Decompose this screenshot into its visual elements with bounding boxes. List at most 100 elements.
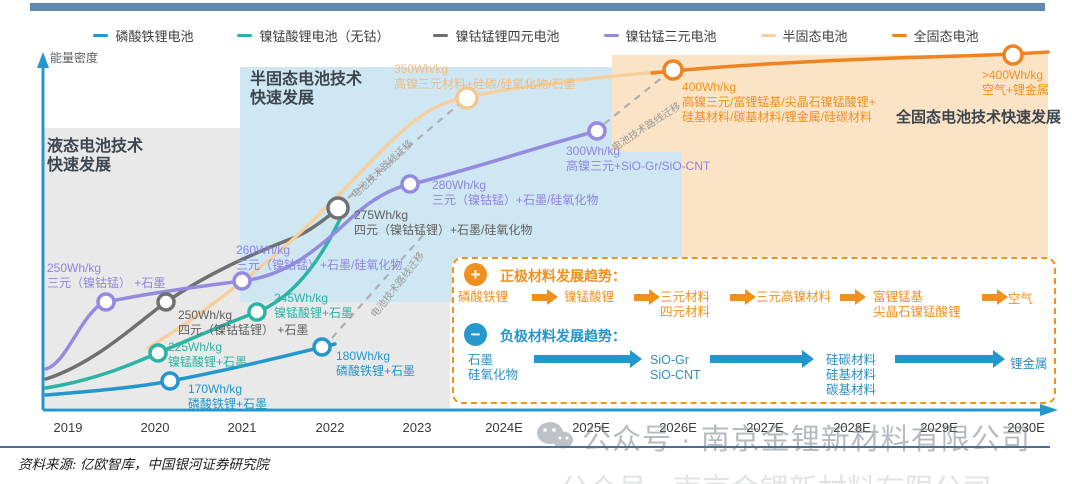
- marker-400plus: [1002, 44, 1024, 66]
- legend-item-lnmo: 镍锰酸锂电池（无钴）: [237, 26, 389, 45]
- point-value: 170Wh/kg: [188, 382, 243, 396]
- x-tick-2030e: 2030E: [1007, 420, 1045, 435]
- y-axis-label: 能量密度: [50, 51, 99, 65]
- marker-350: [455, 86, 479, 110]
- region-title-line: 快速发展: [47, 157, 112, 174]
- point-label-300: 300Wh/kg 高镍三元+SiO-Gr/SiO-CNT: [566, 144, 710, 174]
- point-desc: 四元（镍钴锰锂）+石墨/硅氧化物: [354, 223, 533, 237]
- cathode-step-line: 尖晶石镍锰酸锂: [873, 305, 961, 319]
- x-axis-arrow-icon: [1040, 404, 1058, 416]
- point-label-250-quaternary: 250Wh/kg 四元（镍钴锰锂） +石墨: [178, 308, 308, 338]
- point-label-400plus: >400Wh/kg 空气+锂金属: [982, 68, 1049, 98]
- point-value: 180Wh/kg: [336, 349, 391, 363]
- minus-icon: −: [464, 323, 487, 346]
- legend-label: 镍钴锰三元电池: [625, 29, 717, 44]
- x-tick-2028e: 2028E: [833, 420, 871, 435]
- legend-label: 磷酸铁锂电池: [115, 29, 194, 44]
- arrow-right-icon: [840, 289, 866, 305]
- point-value: 250Wh/kg: [178, 308, 233, 322]
- legend-item-lfp: 磷酸铁锂电池: [93, 26, 193, 45]
- x-tick-2027e: 2027E: [746, 420, 784, 435]
- series-semisolid-line: [146, 70, 660, 350]
- anode-step-sio: SiO-Gr SiO-CNT: [650, 353, 701, 383]
- y-axis-arrow-icon: [37, 52, 49, 68]
- point-label-225: 225Wh/kg 镍锰酸锂+石墨: [168, 340, 247, 370]
- legend-label: 镍钴锰锂四元电池: [455, 29, 560, 44]
- cathode-step-ternary: 三元材料 四元材料: [660, 290, 710, 320]
- watermark-text: 公众号 · 南京金锂新材料有限公司: [582, 424, 1031, 456]
- series-ternary-line: [44, 129, 599, 371]
- anode-step-graphite: 石墨 硅氧化物: [468, 353, 518, 383]
- marker-180: [312, 337, 332, 357]
- point-label-180: 180Wh/kg 磷酸铁锂+石墨: [336, 349, 415, 379]
- marker-300: [587, 121, 607, 141]
- anode-step-silicon-carbon: 硅碳材料 硅基材料 碳基材料: [826, 353, 876, 398]
- wechat-icon: [537, 422, 573, 449]
- point-value: 400Wh/kg: [682, 80, 737, 94]
- x-tick-2021: 2021: [227, 420, 257, 435]
- region-title-line: 半固态电池技术: [250, 71, 363, 88]
- anode-step-line: SiO-Gr: [650, 353, 689, 367]
- marker-245: [247, 302, 267, 322]
- legend-item-quaternary: 镍钴锰锂四元电池: [433, 26, 560, 45]
- point-label-275: 275Wh/kg 四元（镍钴锰锂）+石墨/硅氧化物: [354, 208, 532, 238]
- anode-step-line: 硅基材料: [826, 368, 877, 382]
- cathode-step-hi-nickel: 三元高镍材料: [756, 290, 832, 304]
- point-value: >400Wh/kg: [982, 68, 1044, 82]
- marker-225: [148, 343, 168, 363]
- point-desc: 高镍三元材料+硅碳/硅氧化物/石墨: [394, 77, 576, 91]
- watermark-faint-row: 公众号 · 南京金锂新材料有限公司: [560, 466, 992, 484]
- milestone-markers: [96, 44, 1024, 391]
- marker-260: [232, 271, 252, 291]
- cathode-step-line: 三元材料: [660, 290, 711, 304]
- marker-250t: [96, 292, 116, 312]
- anode-trend-heading: 负极材料发展趋势：: [500, 328, 626, 344]
- cathode-trend-heading: 正极材料发展趋势：: [500, 268, 626, 284]
- top-accent-bar: [30, 3, 1045, 11]
- point-label-250-ternary: 250Wh/kg 三元（镍钴锰） +石墨: [47, 261, 165, 291]
- point-desc: 三元（镍钴锰） +石墨: [47, 276, 166, 290]
- region-title-line: 液态电池技术: [47, 138, 144, 155]
- arrow-right-icon: [532, 289, 558, 305]
- marker-170: [160, 371, 180, 391]
- legend-swatch-quaternary: [433, 33, 449, 38]
- point-desc: 空气+锂金属: [982, 83, 1050, 97]
- legend-label: 半固态电池: [782, 29, 848, 44]
- point-value: 250Wh/kg: [47, 261, 102, 275]
- anode-step-line: 石墨: [468, 353, 494, 367]
- anode-step-li-metal: 锂金属: [1010, 357, 1048, 371]
- plus-icon: +: [464, 263, 487, 286]
- migration-dashed-lines: [331, 75, 665, 339]
- legend-label: 全固态电池: [913, 29, 979, 44]
- arrow-right-icon: [730, 289, 756, 305]
- arrow-right-icon: [982, 289, 1008, 305]
- cathode-step-lnmo: 镍锰酸锂: [564, 290, 615, 304]
- series-lnmo-line: [44, 213, 344, 390]
- marker-250q: [156, 292, 176, 312]
- point-label-170: 170Wh/kg 磷酸铁锂+石墨: [188, 382, 267, 412]
- arrow-right-icon: [710, 350, 814, 368]
- point-value: 260Wh/kg: [236, 243, 291, 257]
- point-value: 245Wh/kg: [274, 291, 329, 305]
- point-value: 300Wh/kg: [566, 144, 621, 158]
- point-desc: 三元（镍钴锰）+石墨/硅氧化物: [236, 258, 403, 272]
- footer-divider: [0, 446, 1050, 448]
- source-note: 资料来源: 亿欧智库，中国银河证券研究院: [18, 457, 269, 472]
- marker-400: [662, 59, 684, 81]
- region-title-line: 快速发展: [250, 90, 315, 107]
- watermark: 公众号 · 南京金锂新材料有限公司: [536, 416, 1031, 458]
- point-desc: 镍锰酸锂+石墨: [274, 306, 354, 320]
- x-tick-2024e: 2024E: [485, 420, 523, 435]
- anode-step-line: 硅碳材料: [826, 353, 877, 367]
- point-desc: 高镍三元+SiO-Gr/SiO-CNT: [566, 159, 711, 173]
- series-quaternary-line: [44, 206, 342, 381]
- point-desc: 高镍三元/富锂锰基/尖晶石镍锰酸锂+: [682, 95, 876, 109]
- point-desc: 四元（镍钴锰锂） +石墨: [178, 323, 309, 337]
- point-value: 275Wh/kg: [354, 208, 409, 222]
- anode-step-line: 碳基材料: [826, 383, 877, 397]
- legend-swatch-lfp: [93, 33, 109, 38]
- arrow-right-icon: [895, 350, 1005, 368]
- anode-step-line: 硅氧化物: [468, 368, 519, 382]
